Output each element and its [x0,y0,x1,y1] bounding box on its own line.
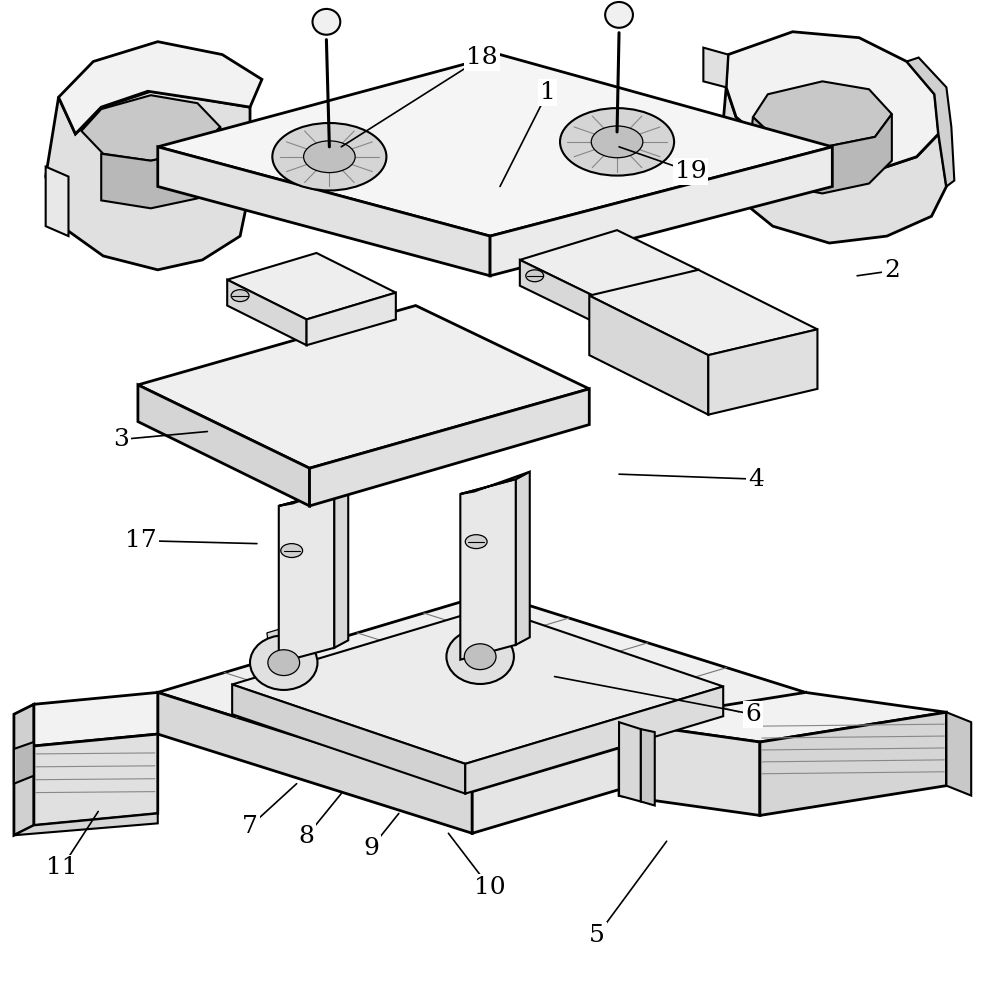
Text: 3: 3 [113,428,129,451]
Text: 17: 17 [125,529,157,553]
Polygon shape [462,621,510,661]
Polygon shape [601,270,698,325]
Polygon shape [158,593,806,792]
Polygon shape [726,32,938,171]
Polygon shape [460,479,516,660]
Polygon shape [59,42,262,134]
Polygon shape [619,722,760,815]
Polygon shape [472,692,806,833]
Polygon shape [946,712,971,796]
Text: 10: 10 [474,876,506,900]
Polygon shape [703,48,728,87]
Text: 19: 19 [675,160,706,184]
Polygon shape [907,58,954,186]
Polygon shape [490,147,832,276]
Polygon shape [158,55,832,236]
Polygon shape [619,722,641,802]
Text: 2: 2 [884,259,900,283]
Polygon shape [641,729,655,806]
Polygon shape [465,686,723,794]
Polygon shape [138,385,310,506]
Ellipse shape [250,636,317,690]
Ellipse shape [465,535,487,549]
Polygon shape [158,147,490,276]
Polygon shape [520,260,601,325]
Polygon shape [227,280,307,345]
Polygon shape [708,329,817,415]
Polygon shape [748,114,892,193]
Ellipse shape [560,108,674,176]
Polygon shape [14,704,34,835]
Text: 6: 6 [745,702,761,726]
Ellipse shape [272,123,386,190]
Polygon shape [589,270,817,355]
Polygon shape [46,167,68,236]
Polygon shape [14,742,34,784]
Text: 8: 8 [299,824,314,848]
Text: 9: 9 [363,836,379,860]
Text: 5: 5 [589,924,605,947]
Polygon shape [760,712,946,815]
Polygon shape [589,296,708,415]
Ellipse shape [313,9,340,35]
Polygon shape [279,491,334,663]
Polygon shape [307,293,396,345]
Ellipse shape [268,650,300,676]
Polygon shape [138,306,589,468]
Ellipse shape [605,2,633,28]
Polygon shape [520,230,698,300]
Polygon shape [101,127,220,208]
Polygon shape [158,692,472,833]
Ellipse shape [464,644,496,670]
Polygon shape [267,627,314,667]
Ellipse shape [281,544,303,558]
Polygon shape [753,81,892,147]
Polygon shape [720,87,946,243]
Text: 7: 7 [242,814,258,838]
Polygon shape [334,483,348,648]
Ellipse shape [446,630,514,684]
Polygon shape [232,607,723,764]
Text: 4: 4 [748,467,764,491]
Polygon shape [46,91,250,270]
Ellipse shape [591,126,643,158]
Ellipse shape [304,141,355,173]
Ellipse shape [526,270,544,282]
Text: 11: 11 [46,856,77,880]
Polygon shape [14,813,158,835]
Polygon shape [34,692,158,746]
Text: 1: 1 [540,80,555,104]
Polygon shape [619,692,946,742]
Ellipse shape [231,290,249,302]
Polygon shape [81,95,220,161]
Polygon shape [460,471,530,494]
Polygon shape [279,483,348,506]
Text: 18: 18 [466,46,498,69]
Polygon shape [516,471,530,645]
Polygon shape [232,684,465,794]
Polygon shape [310,389,589,506]
Polygon shape [34,734,158,825]
Polygon shape [227,253,396,319]
